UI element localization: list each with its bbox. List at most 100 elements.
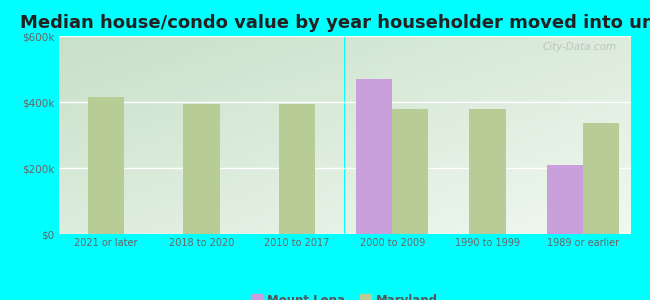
Bar: [322, 155, 333, 159]
Bar: [242, 64, 253, 68]
Bar: [207, 187, 218, 190]
Bar: [265, 48, 276, 52]
Bar: [104, 83, 116, 88]
Bar: [528, 139, 539, 143]
Bar: [356, 194, 367, 198]
Bar: [539, 56, 551, 60]
Bar: [138, 218, 150, 222]
Bar: [70, 202, 81, 206]
Bar: [287, 119, 299, 123]
Bar: [424, 127, 436, 131]
Bar: [573, 226, 585, 230]
Bar: [185, 80, 196, 83]
Bar: [276, 127, 287, 131]
Bar: [402, 40, 413, 44]
Bar: [344, 103, 356, 107]
Bar: [528, 103, 539, 107]
Bar: [299, 139, 310, 143]
Bar: [424, 187, 436, 190]
Bar: [447, 175, 459, 178]
Bar: [539, 99, 551, 103]
Bar: [379, 210, 390, 214]
Bar: [344, 107, 356, 111]
Bar: [573, 99, 585, 103]
Bar: [322, 72, 333, 76]
Bar: [504, 147, 516, 151]
Bar: [333, 187, 344, 190]
Bar: [127, 178, 138, 182]
Bar: [413, 64, 424, 68]
Bar: [356, 107, 367, 111]
Bar: [116, 127, 127, 131]
Bar: [390, 194, 402, 198]
Bar: [218, 119, 230, 123]
Bar: [150, 72, 161, 76]
Bar: [413, 202, 424, 206]
Bar: [504, 143, 516, 147]
Bar: [459, 131, 471, 135]
Bar: [253, 178, 265, 182]
Bar: [447, 40, 459, 44]
Bar: [516, 48, 528, 52]
Bar: [562, 80, 573, 83]
Bar: [551, 206, 562, 210]
Bar: [218, 83, 230, 88]
Bar: [150, 143, 161, 147]
Bar: [185, 48, 196, 52]
Bar: [551, 198, 562, 202]
Bar: [573, 230, 585, 234]
Bar: [265, 80, 276, 83]
Bar: [230, 119, 242, 123]
Bar: [104, 187, 116, 190]
Bar: [242, 187, 253, 190]
Bar: [173, 226, 185, 230]
Bar: [471, 194, 482, 198]
Bar: [104, 214, 116, 218]
Bar: [161, 44, 173, 48]
Bar: [390, 36, 402, 40]
Bar: [207, 44, 218, 48]
Bar: [70, 36, 81, 40]
Bar: [402, 103, 413, 107]
Bar: [150, 64, 161, 68]
Bar: [207, 36, 218, 40]
Bar: [218, 139, 230, 143]
Bar: [528, 135, 539, 139]
Bar: [608, 80, 619, 83]
Bar: [299, 226, 310, 230]
Bar: [504, 178, 516, 182]
Bar: [127, 92, 138, 95]
Bar: [356, 218, 367, 222]
Bar: [367, 151, 379, 155]
Bar: [447, 119, 459, 123]
Bar: [516, 147, 528, 151]
Bar: [539, 103, 551, 107]
Bar: [424, 202, 436, 206]
Bar: [230, 95, 242, 99]
Bar: [413, 119, 424, 123]
Bar: [207, 171, 218, 175]
Bar: [322, 95, 333, 99]
Bar: [161, 36, 173, 40]
Bar: [459, 83, 471, 88]
Bar: [562, 194, 573, 198]
Bar: [253, 40, 265, 44]
Bar: [242, 182, 253, 187]
Bar: [504, 214, 516, 218]
Bar: [230, 80, 242, 83]
Bar: [493, 143, 504, 147]
Bar: [482, 190, 493, 194]
Bar: [218, 40, 230, 44]
Bar: [551, 214, 562, 218]
Bar: [471, 40, 482, 44]
Bar: [528, 48, 539, 52]
Bar: [299, 95, 310, 99]
Bar: [322, 202, 333, 206]
Bar: [299, 48, 310, 52]
Bar: [424, 60, 436, 64]
Bar: [276, 210, 287, 214]
Bar: [287, 218, 299, 222]
Bar: [150, 127, 161, 131]
Bar: [573, 206, 585, 210]
Bar: [81, 83, 93, 88]
